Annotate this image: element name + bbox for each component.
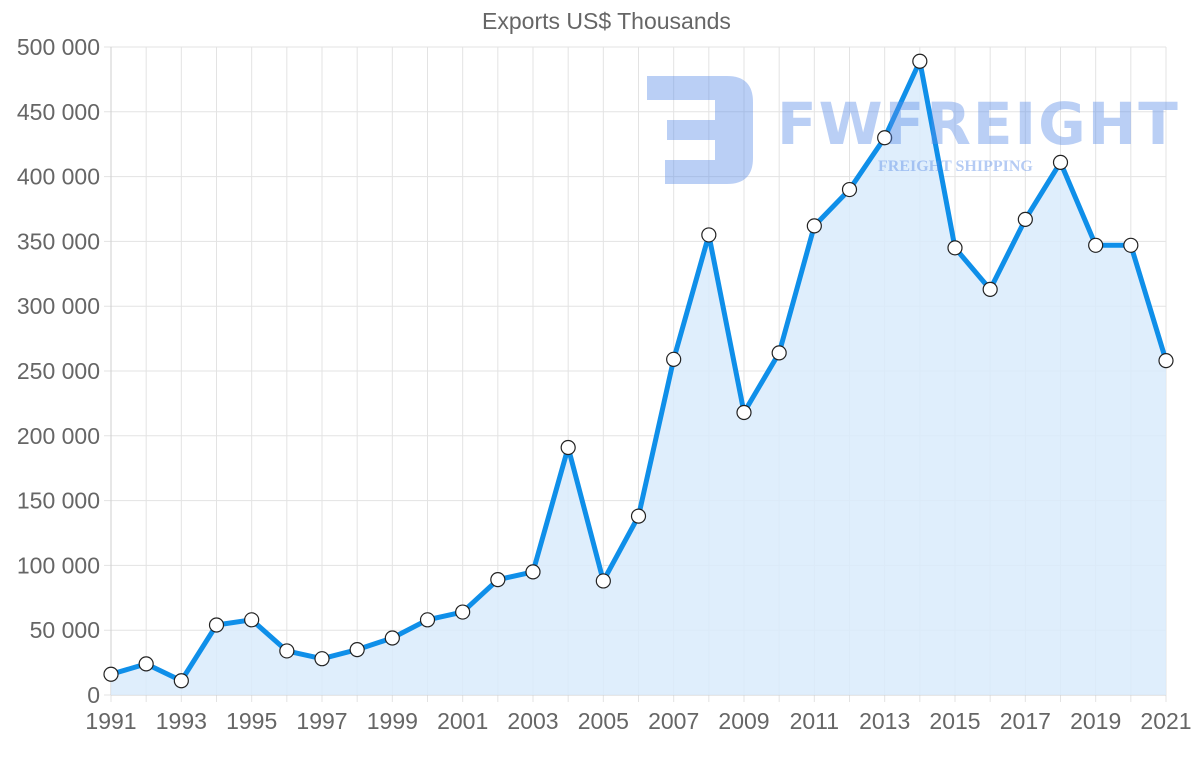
data-point[interactable] — [595, 573, 611, 589]
y-tick-label: 250 000 — [17, 358, 100, 384]
data-point[interactable] — [314, 651, 330, 667]
data-point[interactable] — [525, 564, 541, 580]
data-point[interactable] — [1158, 353, 1174, 369]
data-point[interactable] — [630, 508, 647, 524]
data-point[interactable] — [208, 617, 225, 633]
x-tick-label: 1993 — [156, 708, 207, 734]
y-tick-label: 200 000 — [17, 423, 100, 449]
data-point[interactable] — [666, 351, 682, 367]
y-tick-label: 350 000 — [17, 228, 100, 254]
data-point[interactable] — [455, 604, 471, 620]
data-point[interactable] — [419, 612, 436, 628]
y-tick-label: 500 000 — [17, 34, 100, 60]
x-tick-label: 2015 — [929, 708, 980, 734]
x-tick-label: 2001 — [437, 708, 488, 734]
data-point[interactable] — [912, 53, 928, 69]
x-tick-label: 2017 — [1000, 708, 1051, 734]
data-point[interactable] — [1017, 211, 1033, 227]
x-tick-label: 2011 — [790, 708, 839, 734]
data-point[interactable] — [138, 656, 154, 672]
data-point[interactable] — [982, 281, 998, 297]
y-tick-label: 100 000 — [17, 552, 100, 578]
data-point[interactable] — [841, 181, 858, 198]
data-point[interactable] — [349, 642, 365, 658]
chart-title: Exports US$ Thousands — [482, 8, 731, 34]
x-tick-label: 2007 — [648, 708, 699, 734]
data-point[interactable] — [1088, 237, 1104, 253]
x-tick-label: 2019 — [1070, 708, 1121, 734]
y-axis-ticks: 0 50 000 100 000 150 000 200 000 250 000 300 0… — [17, 34, 100, 708]
data-point[interactable] — [384, 630, 400, 646]
data-point[interactable] — [560, 439, 576, 456]
data-point[interactable] — [736, 404, 752, 421]
data-point[interactable] — [103, 666, 119, 682]
x-tick-label: 2013 — [859, 708, 910, 734]
x-tick-label: 2021 — [1140, 708, 1191, 734]
data-point[interactable] — [701, 227, 717, 243]
data-point[interactable] — [490, 572, 506, 588]
x-tick-label: 2009 — [718, 708, 769, 734]
x-tick-label: 1991 — [85, 708, 136, 734]
data-point[interactable] — [1123, 237, 1139, 253]
data-point[interactable] — [244, 612, 260, 628]
y-tick-label: 0 — [87, 682, 100, 708]
x-tick-label: 1995 — [226, 708, 277, 734]
x-tick-label: 2003 — [507, 708, 558, 734]
area-fill — [111, 61, 1166, 696]
y-tick-label: 50 000 — [30, 617, 100, 643]
data-point[interactable] — [279, 643, 295, 659]
y-tick-label: 450 000 — [17, 99, 100, 125]
data-point[interactable] — [806, 218, 822, 234]
x-tick-label: 1997 — [296, 708, 347, 734]
x-tick-label: 2005 — [578, 708, 629, 734]
data-point[interactable] — [771, 345, 787, 361]
data-point[interactable] — [173, 673, 189, 689]
data-points — [103, 53, 1174, 689]
data-point[interactable] — [947, 240, 963, 256]
y-tick-label: 400 000 — [17, 164, 100, 190]
data-point[interactable] — [1052, 154, 1069, 170]
y-tick-label: 150 000 — [17, 488, 100, 514]
data-point[interactable] — [877, 130, 893, 146]
y-tick-label: 300 000 — [17, 293, 100, 319]
x-axis-ticks: 1991 1993 1995 1997 1999 2001 2003 2005 2007 2009… — [85, 708, 1191, 734]
x-tick-label: 1999 — [367, 708, 418, 734]
